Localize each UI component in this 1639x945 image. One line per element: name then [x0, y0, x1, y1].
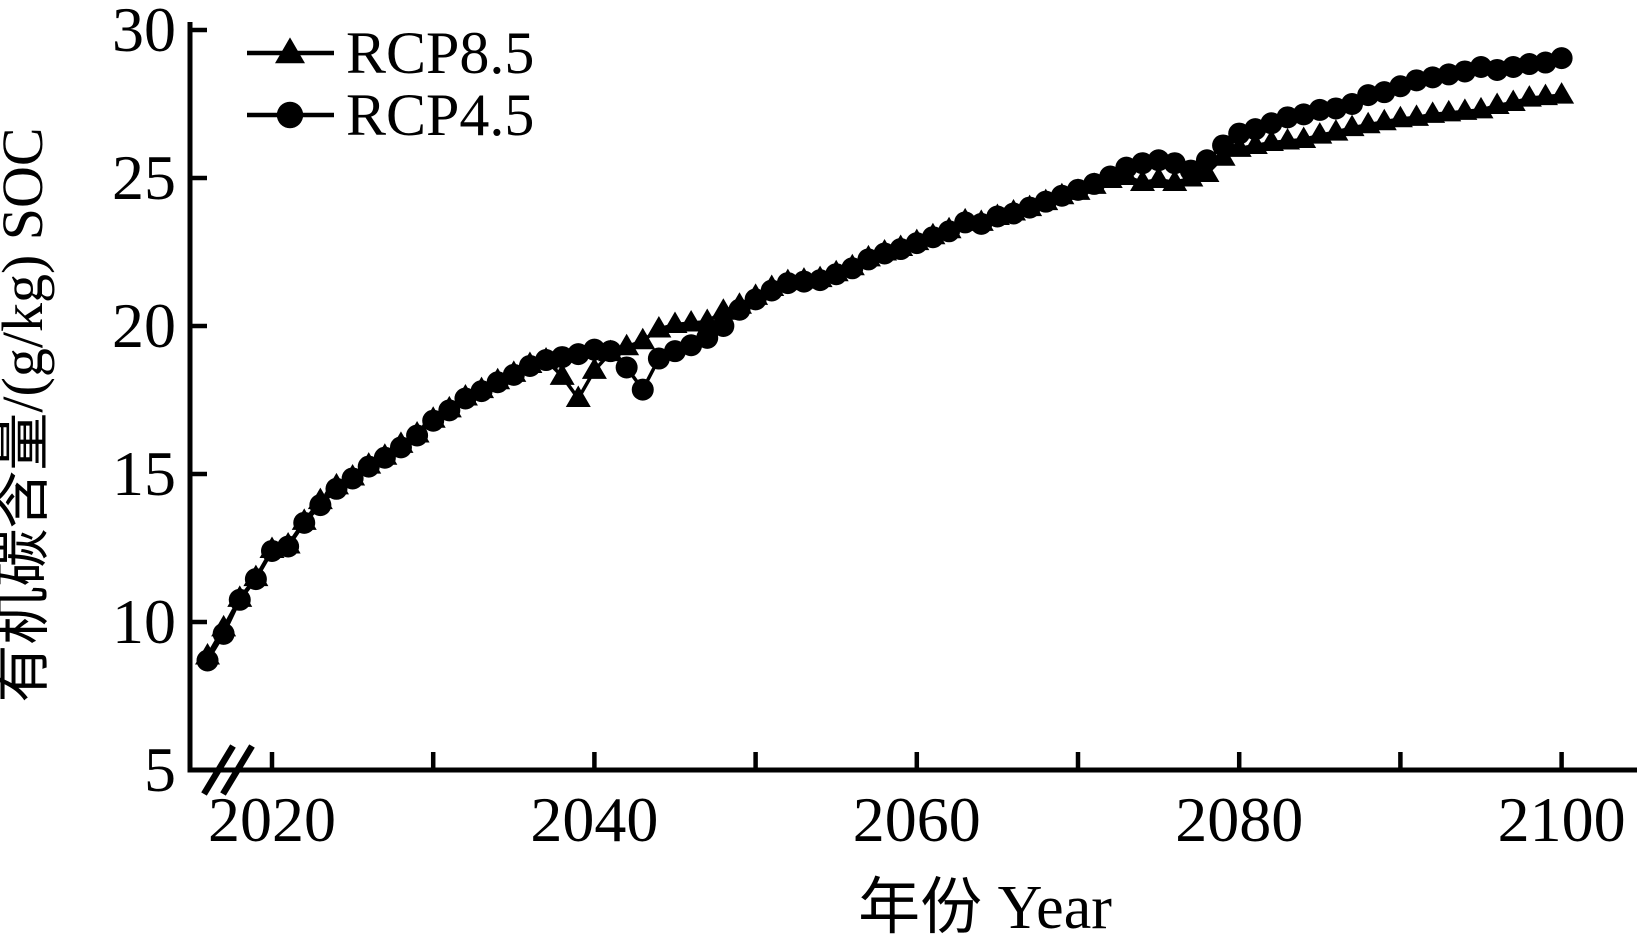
rcp85-triangle-marker [436, 395, 462, 418]
y-tick-label: 25 [112, 142, 176, 213]
rcp85-triangle-marker [968, 209, 994, 231]
y-tick-label: 15 [112, 438, 176, 509]
rcp45-circle-marker [696, 326, 719, 349]
rcp85-triangle-marker [743, 283, 769, 305]
rcp85-triangle-marker [855, 244, 881, 267]
rcp85-triangle-marker [372, 443, 398, 465]
rcp45-circle-marker [1518, 53, 1541, 76]
rcp85-triangle-marker [501, 360, 527, 382]
rcp85-triangle-marker [195, 643, 221, 665]
rcp85-triangle-marker [323, 472, 349, 495]
rcp85-triangle-marker [904, 228, 930, 251]
x-tick-label: 2100 [1498, 784, 1626, 855]
axis-break-mark [220, 744, 255, 796]
rcp85-triangle-marker [1017, 194, 1043, 217]
legend-item-rcp85: RCP8.5 [247, 20, 534, 86]
y-tick-label: 30 [112, 0, 176, 65]
rcp85-triangle-marker [549, 363, 575, 385]
legend-item-rcp45: RCP4.5 [247, 82, 534, 148]
rcp85-triangle-marker [759, 274, 785, 297]
legend-label: RCP4.5 [346, 82, 534, 148]
rcp85-triangle-marker [275, 532, 301, 554]
series-group [195, 47, 1575, 672]
rcp85-triangle-marker [630, 327, 656, 350]
rcp85-triangle-marker [388, 431, 414, 453]
rcp85-triangle-marker [565, 385, 591, 408]
rcp85-triangle-marker [291, 508, 317, 530]
rcp85-triangle-marker [823, 259, 849, 282]
axes-group: 2020 2040 2060 2080 2100 5 10 15 20 25 30 [112, 0, 1637, 855]
rcp85-triangle-marker [807, 265, 833, 288]
series-rcp85-line [206, 93, 1562, 657]
rcp85-triangle-marker [227, 585, 253, 607]
rcp85-triangle-marker [1065, 178, 1091, 200]
rcp85-triangle-marker [211, 614, 237, 637]
rcp45-circle-marker [583, 338, 606, 361]
y-axis-title: 有机碳含量/(g/kg) SOC [0, 127, 55, 702]
rcp85-triangle-marker [1549, 82, 1575, 104]
legend-triangle-icon [275, 37, 305, 64]
rcp45-circle-marker [1308, 98, 1331, 121]
rcp85-triangle-marker [1113, 163, 1139, 186]
rcp85-triangle-marker [485, 367, 511, 390]
rcp85-triangle-marker [710, 298, 736, 320]
x-axis-title: 年份 Year [858, 874, 1112, 942]
rcp45-circle-marker [615, 356, 638, 379]
rcp85-triangle-marker [404, 421, 430, 443]
x-tick-label: 2080 [1175, 784, 1303, 855]
legend-label: RCP8.5 [346, 20, 534, 86]
rcp85-triangle-marker [307, 487, 333, 510]
rcp85-triangle-marker [920, 222, 946, 245]
rcp45-circle-marker [1550, 47, 1573, 70]
x-tick-label: 2020 [208, 784, 336, 855]
rcp45-circle-marker [1341, 93, 1364, 115]
rcp85-triangle-marker [340, 463, 366, 486]
y-tick-label: 20 [112, 290, 176, 361]
rcp85-triangle-marker [694, 308, 720, 331]
rcp85-triangle-marker [888, 234, 914, 257]
rcp85-triangle-marker [614, 333, 640, 356]
rcp85-triangle-marker [839, 253, 865, 276]
rcp85-triangle-marker [533, 347, 559, 369]
axis-break-mark [201, 744, 236, 796]
rcp85-triangle-marker [452, 384, 478, 406]
rcp85-triangle-marker [1210, 144, 1236, 166]
rcp85-triangle-marker [356, 452, 382, 474]
y-tick-label: 10 [112, 586, 176, 657]
legend-circle-icon [276, 101, 304, 129]
rcp85-triangle-marker [469, 376, 495, 399]
rcp85-triangle-marker [243, 564, 269, 587]
rcp85-triangle-marker [1194, 160, 1220, 183]
rcp85-triangle-marker [1033, 188, 1059, 211]
rcp85-triangle-marker [420, 406, 446, 428]
rcp85-triangle-marker [598, 339, 624, 362]
rcp85-triangle-marker [1081, 172, 1107, 194]
x-tick-label: 2040 [530, 784, 658, 855]
rcp85-triangle-marker [726, 292, 752, 314]
rcp85-triangle-marker [1146, 166, 1172, 188]
series-rcp85 [195, 82, 1575, 665]
rcp85-triangle-marker [952, 207, 978, 230]
rcp85-triangle-marker [936, 216, 962, 239]
series-rcp45-line [206, 56, 1563, 662]
y-tick-label: 5 [144, 734, 176, 805]
rcp45-circle-marker [631, 378, 654, 401]
x-tick-label: 2060 [853, 784, 981, 855]
rcp85-triangle-marker [581, 357, 607, 379]
rcp45-circle-marker [712, 315, 735, 337]
